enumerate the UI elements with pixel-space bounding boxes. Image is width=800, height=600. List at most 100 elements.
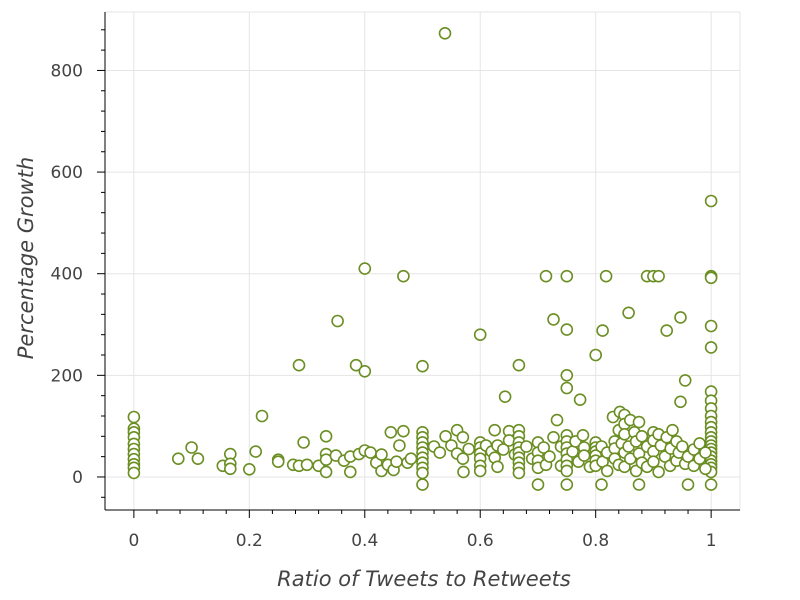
data-point	[647, 455, 660, 469]
data-point	[319, 465, 333, 479]
data-point	[599, 269, 613, 283]
data-point	[496, 443, 510, 456]
data-point	[397, 424, 410, 438]
data-point	[249, 445, 262, 458]
data-point	[704, 341, 718, 354]
data-point	[618, 427, 631, 441]
data-point	[704, 194, 718, 208]
data-point	[375, 448, 388, 461]
data-point	[127, 466, 141, 480]
data-point	[573, 393, 587, 407]
data-point	[632, 478, 646, 491]
grid-lines	[105, 11, 741, 510]
data-point	[343, 465, 357, 479]
data-point	[699, 462, 712, 476]
data-point	[358, 364, 372, 378]
data-point	[456, 452, 470, 466]
data-point	[543, 450, 556, 463]
data-point	[520, 440, 533, 453]
x-tick-label: 0.4	[351, 531, 378, 551]
y-tick-label: 0	[72, 468, 83, 488]
data-point	[433, 446, 447, 459]
x-tick-label: 1	[706, 531, 717, 551]
data-point	[652, 269, 665, 283]
data-point	[595, 478, 608, 491]
data-point	[473, 328, 487, 342]
data-point	[512, 466, 526, 480]
data-point	[539, 269, 553, 283]
data-point	[652, 465, 665, 479]
data-point	[560, 269, 574, 283]
data-point	[331, 314, 344, 328]
data-point	[600, 464, 614, 478]
data-point	[319, 429, 333, 443]
x-tick-label: 0.8	[582, 531, 609, 551]
data-point	[456, 430, 470, 444]
data-point	[457, 465, 470, 479]
data-point	[364, 446, 377, 459]
data-point	[596, 324, 609, 337]
data-point	[560, 368, 574, 382]
data-point	[255, 409, 269, 423]
tick-labels: 0 0.2 0.4 0.6 0.8 1 0 200 400 600 800	[51, 61, 717, 551]
data-point	[560, 464, 574, 478]
data-point	[531, 478, 545, 491]
data-point	[537, 441, 551, 454]
data-point	[297, 436, 310, 449]
data-point	[384, 425, 398, 439]
data-point	[704, 319, 718, 333]
data-point	[693, 437, 706, 450]
data-point	[674, 395, 687, 409]
data-point	[462, 442, 476, 456]
data-point	[416, 478, 429, 491]
data-point	[547, 430, 560, 444]
data-point	[674, 311, 687, 324]
data-point	[300, 458, 314, 472]
data-point	[576, 428, 590, 442]
data-point	[292, 358, 306, 372]
data-point	[681, 478, 695, 491]
data-point	[416, 359, 429, 373]
data-point	[438, 26, 452, 40]
data-point	[660, 324, 674, 337]
data-point	[550, 413, 564, 427]
axes	[97, 12, 740, 518]
data-point	[704, 478, 718, 491]
x-tick-label: 0.2	[236, 531, 263, 551]
data-point	[560, 478, 574, 491]
data-point	[622, 306, 635, 320]
data-point	[172, 452, 185, 466]
data-point	[589, 348, 603, 362]
data-point	[439, 429, 452, 443]
data-point	[358, 262, 372, 275]
data-point	[393, 439, 406, 452]
data-point	[675, 440, 689, 453]
data-point	[678, 374, 692, 387]
data-point	[566, 445, 579, 458]
data-point	[416, 466, 429, 480]
data-point	[491, 460, 504, 474]
data-point	[243, 462, 256, 476]
data-point	[349, 358, 363, 372]
data-point	[577, 449, 591, 462]
data-point	[632, 415, 646, 429]
data-point	[397, 269, 410, 283]
y-axis-label: Percentage Growth	[14, 157, 38, 360]
y-tick-label: 800	[51, 61, 83, 81]
data-point	[699, 446, 712, 459]
data-point	[404, 452, 418, 466]
data-point	[390, 455, 403, 469]
data-point	[560, 323, 574, 336]
data-point	[704, 271, 718, 285]
data-point	[560, 381, 574, 395]
y-tick-label: 400	[51, 265, 83, 285]
data-point	[666, 423, 679, 437]
data-point	[547, 313, 560, 326]
x-tick-label: 0.6	[467, 531, 494, 551]
data-point	[185, 441, 198, 454]
data-points	[127, 26, 718, 491]
data-point	[473, 464, 487, 478]
x-axis-label: Ratio of Tweets to Retweets	[277, 567, 571, 591]
data-point	[498, 390, 512, 404]
